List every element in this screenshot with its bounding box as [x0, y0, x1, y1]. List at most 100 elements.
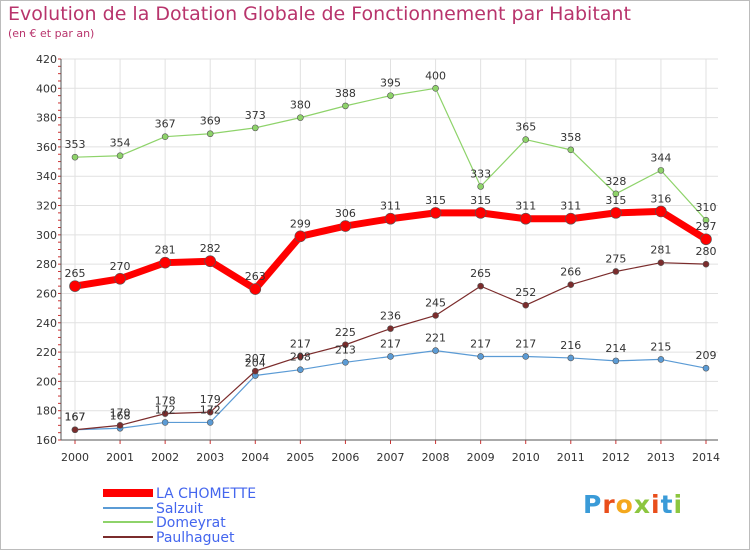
y-tick-label: 180: [36, 405, 57, 418]
data-label: 281: [650, 244, 671, 257]
data-label: 167: [65, 411, 86, 424]
data-label: 213: [335, 343, 356, 356]
data-label: 344: [650, 151, 671, 164]
data-point: [477, 353, 484, 360]
data-point: [342, 102, 349, 110]
data-label: 306: [335, 207, 356, 220]
data-point: [161, 133, 169, 140]
data-point: [432, 312, 439, 319]
data-point: [297, 114, 304, 121]
data-labels: 167 168 172 172 204 208 213 217 221 217 217 216 214 2…: [65, 69, 717, 423]
data-point: [251, 367, 259, 375]
data-label: 395: [380, 77, 401, 90]
legend-label: Salzuit: [156, 501, 203, 517]
data-label: 172: [155, 403, 176, 416]
data-label: 369: [200, 115, 221, 128]
data-label: 168: [110, 409, 131, 422]
y-tick-label: 360: [36, 141, 57, 154]
data-point: [71, 426, 79, 434]
x-tick-label: 2004: [241, 451, 269, 464]
x-tick-label: 2001: [106, 451, 134, 464]
data-point: [702, 364, 710, 372]
y-tick-label: 220: [36, 346, 57, 359]
chart-subtitle: (en € et par an): [8, 27, 95, 40]
y-tick-label: 260: [36, 287, 57, 300]
data-point: [159, 256, 171, 269]
data-point: [116, 422, 124, 429]
data-point: [387, 353, 394, 360]
x-tick-label: 2000: [61, 451, 89, 464]
data-label: 225: [335, 326, 356, 339]
data-point: [564, 212, 577, 225]
data-label: 252: [515, 286, 536, 299]
data-point: [387, 325, 394, 332]
y-tick-label: 340: [36, 170, 57, 183]
data-label: 167: [65, 411, 86, 424]
data-point: [567, 281, 575, 288]
x-tick-label: 2012: [602, 451, 630, 464]
data-point: [657, 259, 665, 266]
data-label: 311: [515, 200, 536, 213]
data-point: [610, 207, 622, 219]
x-tick-label: 2008: [422, 451, 450, 464]
data-label: 265: [470, 267, 491, 280]
data-label: 354: [110, 137, 131, 150]
x-tick-label: 2002: [151, 451, 179, 464]
grid: [61, 58, 718, 441]
data-point: [251, 124, 259, 132]
y-tick-label: 280: [36, 258, 57, 271]
data-point: [519, 212, 532, 225]
data-label: 245: [425, 296, 446, 309]
data-label: 209: [696, 349, 717, 362]
data-label: 311: [560, 200, 581, 213]
data-point: [700, 233, 712, 246]
data-label: 315: [425, 194, 446, 207]
data-point: [342, 359, 349, 366]
legend-label: LA CHOMETTE: [156, 486, 256, 502]
data-point: [474, 207, 487, 219]
data-label: 208: [290, 351, 311, 364]
data-point: [567, 146, 575, 154]
plot-area: [61, 59, 718, 440]
data-label: 315: [470, 194, 491, 207]
data-point: [387, 92, 394, 99]
data-point: [206, 419, 214, 426]
data-point: [522, 136, 530, 143]
data-label: 281: [155, 244, 176, 257]
data-label: 365: [515, 121, 536, 134]
data-point: [432, 85, 439, 92]
x-tick-label: 2014: [692, 451, 720, 464]
data-point: [612, 357, 620, 365]
x-tick-label: 2013: [647, 451, 675, 464]
data-point: [702, 260, 710, 268]
data-label: 270: [110, 260, 131, 273]
data-label: 179: [200, 393, 221, 406]
data-point: [294, 230, 307, 243]
data-point: [477, 282, 484, 290]
x-tick-label: 2010: [512, 451, 540, 464]
data-point: [297, 353, 304, 360]
data-label: 280: [696, 245, 717, 258]
data-point: [429, 207, 442, 219]
x-tick-label: 2009: [467, 451, 495, 464]
data-label: 311: [380, 200, 401, 213]
data-point: [206, 130, 214, 138]
x-tick-label: 2006: [331, 451, 359, 464]
data-point: [342, 341, 349, 349]
y-tick-label: 400: [36, 82, 57, 95]
data-point: [71, 153, 79, 161]
data-label: 170: [110, 406, 131, 419]
data-label: 358: [560, 131, 581, 144]
series-lines: [69, 85, 712, 434]
data-label: 215: [650, 340, 671, 353]
x-tick-label: 2007: [377, 451, 405, 464]
data-label: 297: [696, 220, 717, 233]
data-point: [612, 190, 620, 198]
data-point: [206, 408, 214, 416]
data-label: 388: [335, 87, 356, 100]
data-label: 217: [515, 337, 536, 350]
data-label: 214: [605, 342, 626, 355]
data-label: 217: [380, 337, 401, 350]
